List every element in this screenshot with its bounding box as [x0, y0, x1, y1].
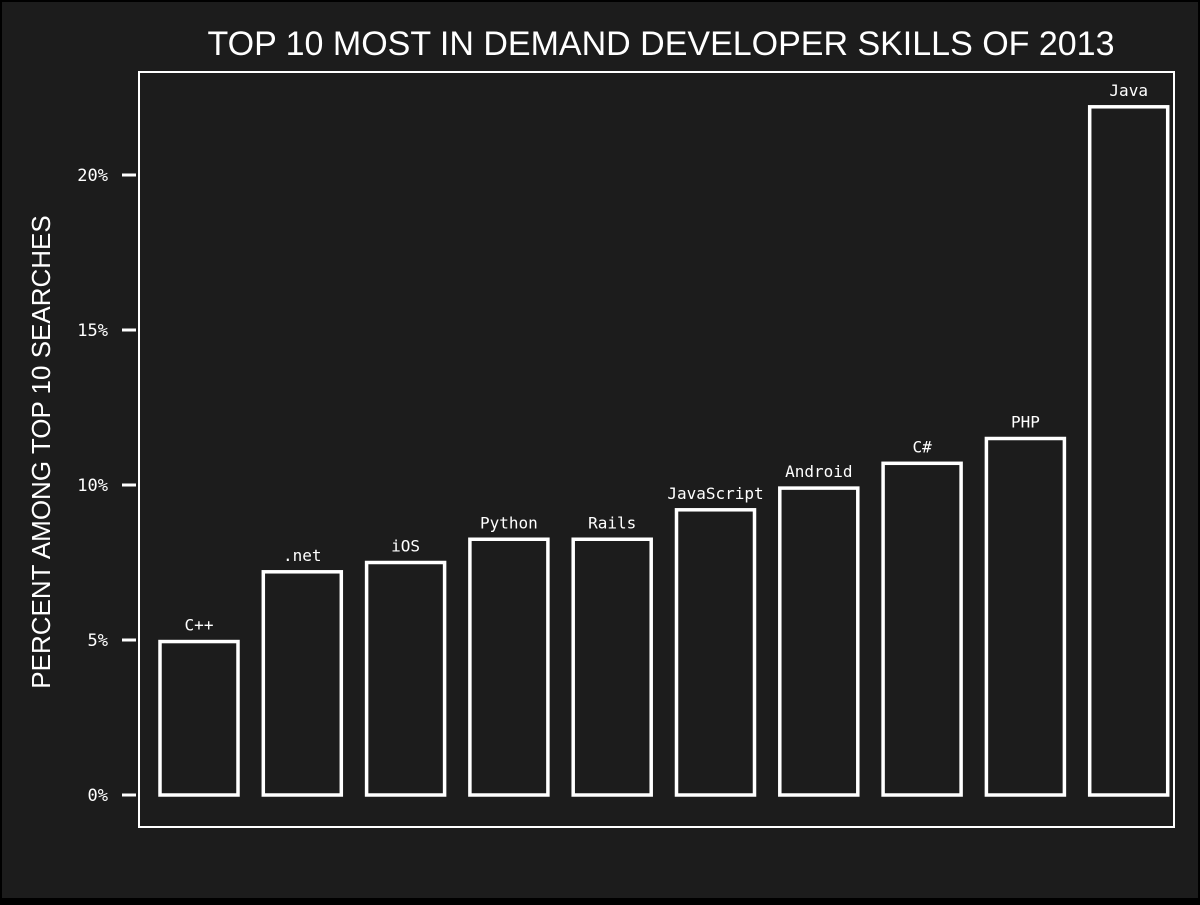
bar-ios [364, 560, 447, 797]
bar-label: Android [785, 462, 852, 481]
y-tick-label: 15% [77, 321, 108, 341]
bar-php [984, 436, 1067, 797]
bars [158, 105, 1170, 797]
bar-label: JavaScript [667, 484, 763, 503]
bar-label: Rails [588, 513, 636, 532]
bar-label: C++ [185, 616, 214, 635]
bar-label: iOS [391, 537, 420, 556]
bar-label: Java [1109, 81, 1148, 100]
y-tick-label: 5% [88, 631, 108, 651]
bar-rails [571, 537, 653, 797]
bar-net [261, 570, 344, 797]
y-tick-label: 20% [77, 166, 108, 186]
plot-frame [138, 71, 1175, 828]
bar-python [468, 537, 550, 797]
bar-labels: C++ .net iOS Python Rails JavaScript Android C#… [185, 81, 1148, 635]
bar-android [778, 486, 860, 797]
chart-title: TOP 10 MOST IN DEMAND DEVELOPER SKILLS O… [208, 25, 1115, 63]
bar-label: C# [912, 437, 932, 456]
y-tick-label: 10% [77, 476, 108, 496]
bar-c [158, 639, 240, 797]
y-tick-label: 0% [88, 786, 108, 806]
y-axis-label: PERCENT AMONG TOP 10 SEARCHES [26, 215, 56, 688]
bar-label: PHP [1011, 413, 1040, 432]
bar-label: Python [480, 513, 538, 532]
y-axis: 0% 5% 10% 15% 20% [77, 166, 136, 806]
bar-label: .net [283, 546, 322, 565]
bar-c [881, 461, 963, 797]
bar-java [1087, 105, 1170, 797]
bar-javascript [674, 508, 757, 797]
